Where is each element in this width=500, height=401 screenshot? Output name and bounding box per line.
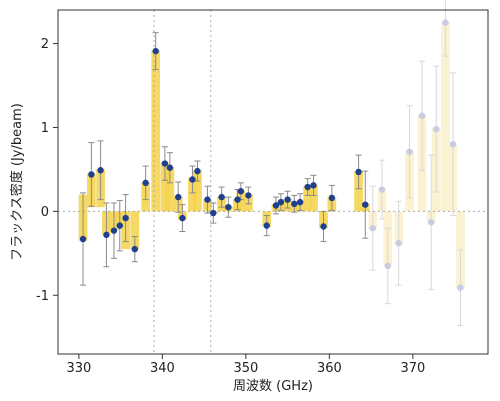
bar — [165, 166, 175, 212]
data-point — [355, 168, 362, 176]
data-point — [428, 219, 435, 226]
x-tick-label: 340 — [150, 361, 175, 376]
data-point — [362, 201, 369, 208]
data-point — [433, 125, 440, 133]
x-tick-label: 360 — [317, 361, 342, 376]
data-point — [131, 245, 139, 253]
bar — [354, 171, 363, 212]
data-point — [88, 171, 95, 178]
data-point — [320, 223, 327, 230]
y-tick-label: 1 — [41, 121, 49, 136]
data-point — [122, 214, 129, 222]
data-point — [161, 160, 169, 167]
bar — [303, 186, 313, 212]
data-point — [189, 176, 196, 183]
axis-ticks: 330 340 350 360 370 -1 0 1 2 — [36, 37, 425, 376]
data-point — [79, 235, 87, 243]
data-point — [277, 198, 285, 206]
y-tick-label: 0 — [41, 205, 49, 220]
data-point — [225, 203, 232, 211]
y-axis-label: フラックス密度 (Jy/beam) — [9, 103, 25, 261]
data-point — [406, 148, 413, 155]
data-point — [263, 222, 270, 229]
data-point — [210, 209, 217, 217]
data-point — [291, 200, 298, 208]
data-point — [116, 222, 123, 229]
data-point — [110, 227, 118, 234]
data-point — [166, 164, 174, 171]
y-tick-label: -1 — [36, 289, 49, 304]
data-point — [442, 19, 449, 26]
plot-frame — [57, 9, 489, 355]
data-point — [384, 262, 392, 270]
data-point — [175, 193, 182, 201]
data-point — [103, 231, 110, 239]
markers-layer — [79, 19, 464, 291]
data-point — [457, 284, 464, 291]
x-tick-label: 350 — [233, 361, 258, 376]
data-point — [304, 183, 311, 191]
data-point — [418, 112, 426, 119]
data-point — [245, 192, 252, 199]
data-point — [204, 196, 211, 203]
data-point — [369, 224, 376, 232]
x-axis-label: 周波数 (GHz) — [233, 379, 313, 394]
data-point — [97, 167, 104, 174]
data-point — [395, 240, 402, 247]
data-point — [179, 214, 186, 222]
bar — [160, 162, 170, 212]
bar — [236, 190, 246, 212]
data-point — [218, 193, 225, 201]
bar — [309, 184, 318, 212]
data-point — [296, 198, 304, 206]
bar — [441, 21, 450, 212]
data-point — [449, 141, 457, 148]
reference-lines — [58, 10, 488, 354]
data-point — [328, 194, 336, 202]
data-point — [152, 47, 159, 55]
data-point — [194, 167, 201, 175]
bar — [130, 211, 140, 250]
data-point — [142, 179, 149, 187]
bar — [151, 50, 161, 212]
data-point — [272, 202, 280, 209]
bar — [193, 170, 202, 212]
data-point — [310, 182, 317, 189]
y-tick-label: 2 — [41, 37, 49, 52]
data-point — [237, 188, 245, 195]
bar — [188, 177, 197, 212]
x-tick-label: 370 — [400, 361, 425, 376]
data-point — [284, 196, 291, 203]
data-point — [234, 196, 241, 203]
data-point — [378, 186, 386, 193]
x-tick-label: 330 — [66, 361, 91, 376]
